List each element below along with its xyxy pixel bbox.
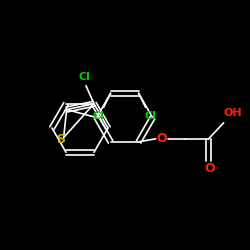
Text: O: O (156, 132, 167, 145)
Text: O: O (204, 162, 215, 175)
Text: S: S (56, 133, 65, 146)
Text: Cl: Cl (78, 72, 90, 82)
Text: Cl: Cl (145, 111, 156, 121)
Text: Cl: Cl (93, 111, 104, 121)
Text: OH: OH (223, 108, 242, 118)
